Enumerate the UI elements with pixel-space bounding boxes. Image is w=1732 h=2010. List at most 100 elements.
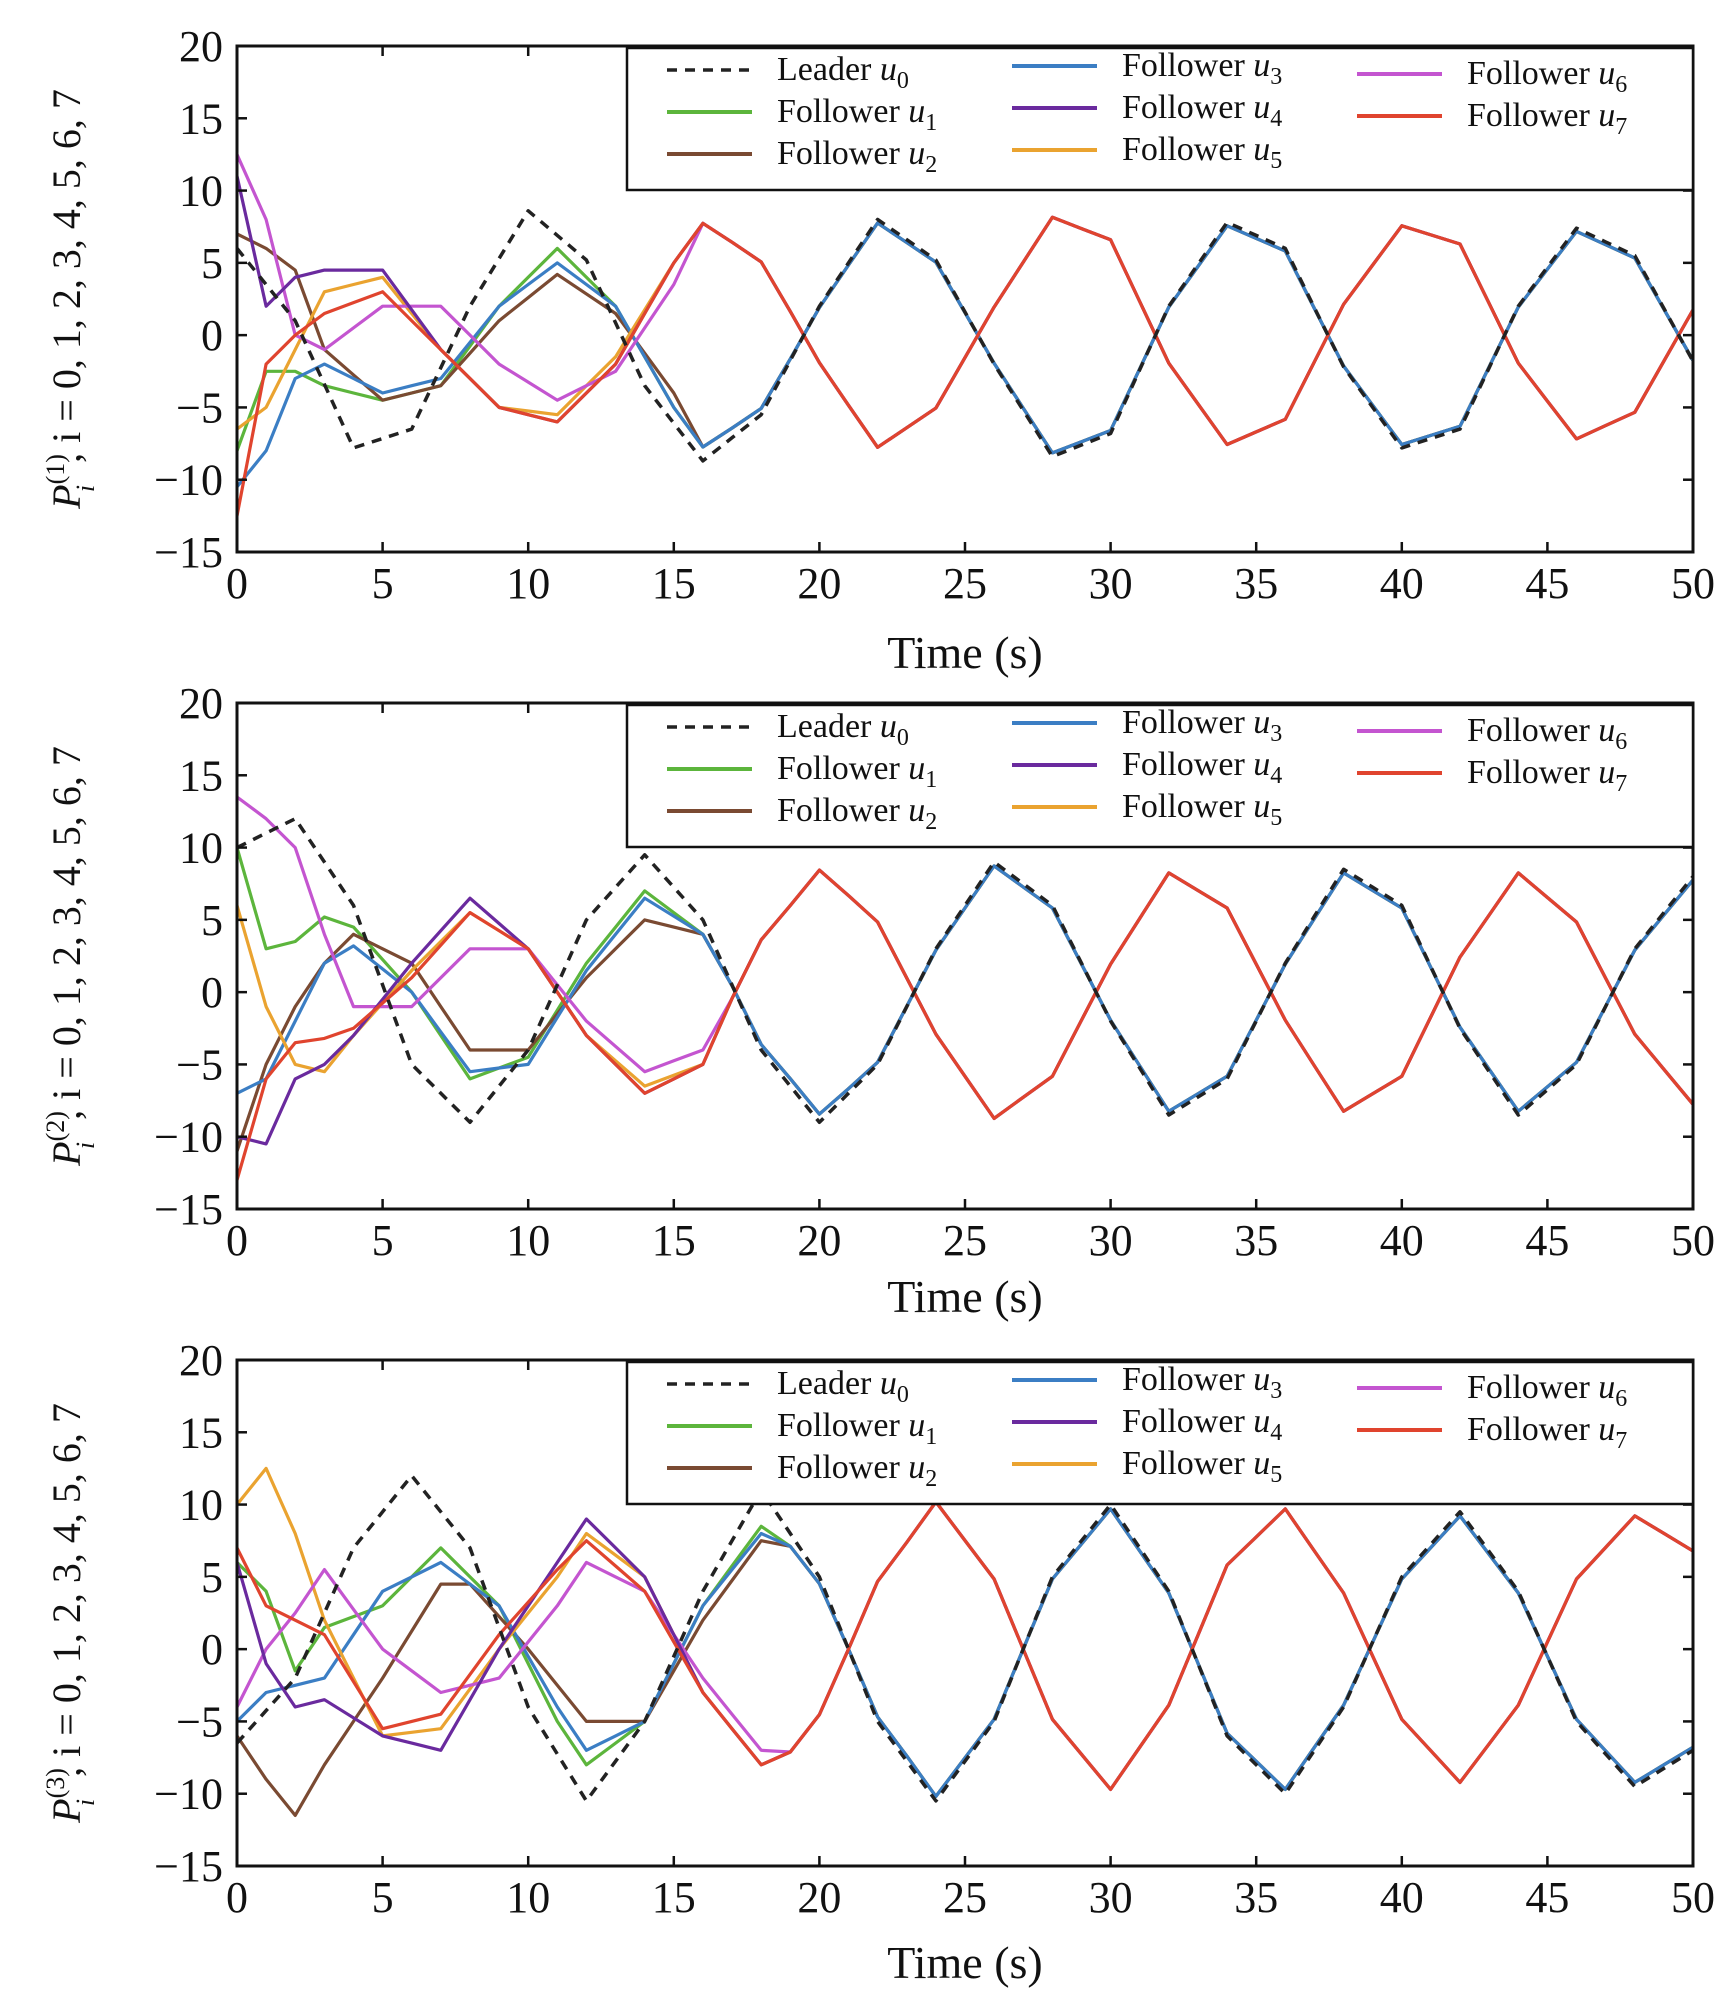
x-tick-label: 50 <box>1671 1873 1715 1922</box>
legend-item-follower7: Follower u7 <box>1357 1411 1627 1454</box>
legend-label: Follower u7 <box>1467 1411 1627 1454</box>
legend-item-follower2: Follower u2 <box>667 135 937 178</box>
series-line-follower1 <box>237 1507 1693 1798</box>
x-axis-label: Time (s) <box>887 1271 1043 1322</box>
legend-label: Follower u4 <box>1122 89 1282 132</box>
series-line-leader <box>237 816 1693 1125</box>
legend-item-follower2: Follower u2 <box>667 1449 937 1492</box>
legend-item-follower2: Follower u2 <box>667 792 937 835</box>
series-line-leader <box>237 1473 1693 1803</box>
legend-item-follower6: Follower u6 <box>1357 55 1627 98</box>
x-tick-label: 15 <box>652 1216 696 1265</box>
series-line-follower1 <box>237 221 1693 455</box>
x-tick-label: 10 <box>506 1873 550 1922</box>
legend-label: Follower u6 <box>1467 1369 1627 1412</box>
legend-item-follower5: Follower u5 <box>1012 788 1282 831</box>
y-tick-label: 10 <box>179 1481 223 1530</box>
y-tick-label: 15 <box>179 94 223 143</box>
x-tick-label: 40 <box>1380 1216 1424 1265</box>
legend-item-follower1: Follower u1 <box>667 750 937 793</box>
y-tick-label: −10 <box>154 1113 223 1162</box>
x-tick-label: 50 <box>1671 1216 1715 1265</box>
legend-label: Follower u5 <box>1122 788 1282 831</box>
x-tick-label: 45 <box>1525 1873 1569 1922</box>
x-tick-label: 25 <box>943 1216 987 1265</box>
series-line-follower4 <box>237 1500 1693 1791</box>
x-tick-label: 35 <box>1234 1216 1278 1265</box>
y-tick-label: 15 <box>179 751 223 800</box>
series-lines <box>237 795 1693 1181</box>
legend-item-follower3: Follower u3 <box>1012 1361 1282 1404</box>
y-tick-label: −15 <box>154 1185 223 1234</box>
x-tick-label: 5 <box>372 559 394 608</box>
legend-label: Leader u0 <box>777 1365 909 1408</box>
y-tick-label: −15 <box>154 528 223 577</box>
x-tick-label: 40 <box>1380 1873 1424 1922</box>
series-line-follower2 <box>237 1507 1693 1817</box>
y-tick-label: 15 <box>179 1408 223 1457</box>
legend-label: Follower u7 <box>1467 754 1627 797</box>
x-tick-label: 40 <box>1380 559 1424 608</box>
legend-label: Follower u6 <box>1467 712 1627 755</box>
legend-box <box>625 1360 1695 1506</box>
x-tick-label: 45 <box>1525 559 1569 608</box>
legend-label: Follower u7 <box>1467 97 1627 140</box>
series-line-follower2 <box>237 221 1693 455</box>
x-tick-label: 5 <box>372 1873 394 1922</box>
legend-item-follower5: Follower u5 <box>1012 1445 1282 1488</box>
legend-label: Follower u5 <box>1122 1445 1282 1488</box>
series-line-follower7 <box>237 868 1693 1181</box>
y-axis-label: P(2)i, i = 0, 1, 2, 3, 4, 5, 6, 7 <box>41 746 100 1167</box>
y-tick-label: 10 <box>179 167 223 216</box>
y-tick-label: 5 <box>201 239 223 288</box>
legend-label: Follower u2 <box>777 792 937 835</box>
y-tick-label: 0 <box>201 1625 223 1674</box>
legend-label: Follower u1 <box>777 93 937 136</box>
legend-label: Leader u0 <box>777 708 909 751</box>
y-tick-label: −10 <box>154 456 223 505</box>
legend-label: Follower u3 <box>1122 47 1282 90</box>
legend-item-follower6: Follower u6 <box>1357 712 1627 755</box>
legend-item-follower4: Follower u4 <box>1012 1403 1282 1446</box>
y-tick-label: −5 <box>176 1040 223 1089</box>
legend-item-follower7: Follower u7 <box>1357 97 1627 140</box>
y-axis-label: P(1)i, i = 0, 1, 2, 3, 4, 5, 6, 7 <box>41 89 100 510</box>
legend-item-follower6: Follower u6 <box>1357 1369 1627 1412</box>
legend-item-leader: Leader u0 <box>667 708 909 751</box>
x-tick-label: 0 <box>226 1216 248 1265</box>
x-tick-label: 0 <box>226 559 248 608</box>
x-tick-label: 15 <box>652 1873 696 1922</box>
series-lines <box>237 1466 1693 1817</box>
legend-item-follower4: Follower u4 <box>1012 746 1282 789</box>
legend-item-follower1: Follower u1 <box>667 1407 937 1450</box>
y-tick-label: −5 <box>176 383 223 432</box>
x-tick-label: 30 <box>1089 1216 1133 1265</box>
x-tick-label: 10 <box>506 559 550 608</box>
x-tick-label: 15 <box>652 559 696 608</box>
x-tick-label: 5 <box>372 1216 394 1265</box>
chart-panel-2: 0 5 10 15 20 25 30 35 40 45 50 −15 −10 −5 0 5 10 15 20 Time… <box>41 679 1715 1322</box>
legend-label: Follower u3 <box>1122 1361 1282 1404</box>
legend-item-leader: Leader u0 <box>667 1365 909 1408</box>
y-tick-label: 0 <box>201 311 223 360</box>
x-axis-label: Time (s) <box>887 1937 1043 1988</box>
y-tick-label: 10 <box>179 824 223 873</box>
x-tick-label: 20 <box>797 1216 841 1265</box>
legend-label: Follower u3 <box>1122 704 1282 747</box>
series-line-follower5 <box>237 215 1693 449</box>
y-tick-label: −5 <box>176 1697 223 1746</box>
legend-item-follower3: Follower u3 <box>1012 47 1282 90</box>
x-tick-label: 50 <box>1671 559 1715 608</box>
legend-item-follower1: Follower u1 <box>667 93 937 136</box>
y-axis-label: P(3)i, i = 0, 1, 2, 3, 4, 5, 6, 7 <box>41 1403 100 1824</box>
series-line-follower6 <box>237 153 1693 449</box>
x-tick-label: 25 <box>943 559 987 608</box>
x-tick-label: 25 <box>943 1873 987 1922</box>
y-tick-label: 20 <box>179 1336 223 1385</box>
series-line-follower3 <box>237 1507 1693 1798</box>
series-line-follower7 <box>237 1500 1693 1791</box>
series-lines <box>237 153 1693 517</box>
